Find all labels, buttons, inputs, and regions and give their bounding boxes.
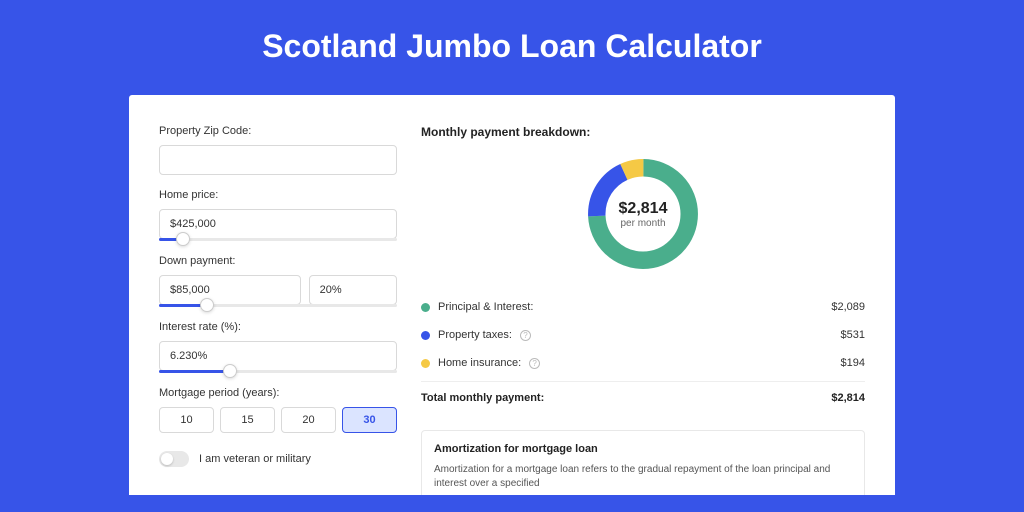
donut-sub: per month	[620, 218, 665, 229]
breakdown-column: Monthly payment breakdown: $2,814 per mo…	[421, 125, 865, 495]
mortgage-period-field-group: Mortgage period (years): 10152030	[159, 387, 397, 433]
info-icon[interactable]: ?	[520, 330, 531, 341]
calculator-panel: Property Zip Code: Home price: Down paym…	[129, 95, 895, 495]
amortization-box: Amortization for mortgage loan Amortizat…	[421, 430, 865, 495]
interest-rate-label: Interest rate (%):	[159, 321, 397, 333]
zip-label: Property Zip Code:	[159, 125, 397, 137]
interest-rate-slider-thumb[interactable]	[223, 364, 237, 378]
donut-chart-wrap: $2,814 per month	[421, 153, 865, 275]
down-payment-slider-thumb[interactable]	[200, 298, 214, 312]
total-row: Total monthly payment: $2,814	[421, 381, 865, 414]
interest-rate-field-group: Interest rate (%):	[159, 321, 397, 373]
input-column: Property Zip Code: Home price: Down paym…	[159, 125, 397, 495]
down-payment-pct-input[interactable]	[309, 275, 397, 305]
amortization-title: Amortization for mortgage loan	[434, 443, 852, 455]
donut-chart: $2,814 per month	[582, 153, 704, 275]
legend-row: Principal & Interest: $2,089	[421, 293, 865, 321]
veteran-toggle[interactable]	[159, 451, 189, 467]
donut-center: $2,814 per month	[582, 153, 704, 275]
interest-rate-input[interactable]	[159, 341, 397, 371]
page-title: Scotland Jumbo Loan Calculator	[0, 0, 1024, 83]
down-payment-label: Down payment:	[159, 255, 397, 267]
zip-input[interactable]	[159, 145, 397, 175]
home-price-field-group: Home price:	[159, 189, 397, 241]
donut-amount: $2,814	[619, 200, 668, 218]
zip-field-group: Property Zip Code:	[159, 125, 397, 175]
home-price-label: Home price:	[159, 189, 397, 201]
legend-dot	[421, 331, 430, 340]
legend-row: Home insurance:? $194	[421, 349, 865, 377]
legend-dot	[421, 303, 430, 312]
legend-label: Property taxes:	[438, 329, 512, 341]
home-price-input[interactable]	[159, 209, 397, 239]
veteran-toggle-row: I am veteran or military	[159, 451, 397, 467]
legend-amount: $194	[841, 357, 865, 369]
legend-dot	[421, 359, 430, 368]
total-amount: $2,814	[831, 392, 865, 404]
amortization-text: Amortization for a mortgage loan refers …	[434, 463, 852, 491]
info-icon[interactable]: ?	[529, 358, 540, 369]
mortgage-period-buttons: 10152030	[159, 407, 397, 433]
interest-rate-slider[interactable]	[159, 370, 397, 373]
mortgage-period-option-30[interactable]: 30	[342, 407, 397, 433]
home-price-slider[interactable]	[159, 238, 397, 241]
legend-amount: $2,089	[831, 301, 865, 313]
down-payment-field-group: Down payment:	[159, 255, 397, 307]
mortgage-period-option-20[interactable]: 20	[281, 407, 336, 433]
mortgage-period-label: Mortgage period (years):	[159, 387, 397, 399]
legend-amount: $531	[841, 329, 865, 341]
veteran-toggle-label: I am veteran or military	[199, 453, 311, 465]
breakdown-title: Monthly payment breakdown:	[421, 125, 865, 139]
mortgage-period-option-10[interactable]: 10	[159, 407, 214, 433]
legend-row: Property taxes:? $531	[421, 321, 865, 349]
calculator-frame: Property Zip Code: Home price: Down paym…	[117, 83, 907, 495]
mortgage-period-option-15[interactable]: 15	[220, 407, 275, 433]
home-price-slider-thumb[interactable]	[176, 232, 190, 246]
down-payment-slider[interactable]	[159, 304, 397, 307]
toggle-knob	[161, 453, 173, 465]
down-payment-input[interactable]	[159, 275, 301, 305]
legend: Principal & Interest: $2,089 Property taxe…	[421, 293, 865, 377]
legend-label: Home insurance:	[438, 357, 521, 369]
total-label: Total monthly payment:	[421, 392, 544, 404]
legend-label: Principal & Interest:	[438, 301, 533, 313]
